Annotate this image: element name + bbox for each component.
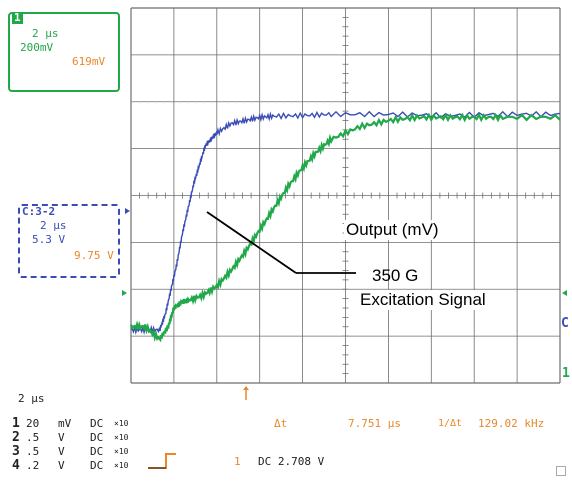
channel-1-value: 619mV bbox=[72, 55, 106, 68]
excitation-annotation-line1: 350 G bbox=[372, 266, 419, 285]
scope-grid bbox=[130, 7, 561, 384]
math-channel-timebase: 2 μs bbox=[40, 219, 67, 232]
trigger-channel: 1 bbox=[234, 455, 241, 468]
excitation-pointer-line bbox=[206, 211, 297, 274]
channel-scale: .5 bbox=[26, 445, 40, 458]
channel-coupling: DC bbox=[90, 431, 104, 444]
channel-1-number: 1 bbox=[12, 11, 23, 24]
excitation-trace bbox=[129, 112, 561, 343]
annotation-lines bbox=[122, 208, 567, 400]
channel-probe: ×10 bbox=[114, 433, 129, 442]
channel-probe: ×10 bbox=[114, 419, 129, 428]
frequency-label: 1/Δt bbox=[438, 418, 463, 429]
trigger-arrow-head bbox=[243, 386, 249, 390]
trigger-info: DC 2.708 V bbox=[258, 455, 325, 468]
channel-probe: ×10 bbox=[114, 447, 129, 456]
math-channel-readout[interactable]: C:3-2 2 μs 5.3 V 9.75 V bbox=[18, 204, 120, 278]
corner-square-icon bbox=[556, 466, 566, 476]
left-trace-marker bbox=[125, 208, 130, 214]
output-trace bbox=[130, 110, 561, 336]
channel-probe: ×10 bbox=[114, 461, 129, 470]
trigger-icon bbox=[148, 452, 178, 470]
math-channel-label: C:3-2 bbox=[22, 205, 56, 218]
right-marker-c: C bbox=[561, 316, 569, 331]
right-level-marker bbox=[562, 290, 567, 296]
channel-coupling: DC bbox=[90, 417, 104, 430]
status-timebase: 2 μs bbox=[18, 392, 45, 405]
channel-1-timebase: 2 μs bbox=[32, 27, 59, 40]
channel-coupling: DC bbox=[90, 459, 104, 472]
channel-unit: V bbox=[58, 459, 65, 472]
channel-coupling: DC bbox=[90, 445, 104, 458]
channel-unit: mV bbox=[58, 417, 72, 430]
channel-number: 2 bbox=[12, 430, 20, 445]
frequency-value: 129.02 kHz bbox=[478, 417, 545, 430]
channel-scale: 20 bbox=[26, 417, 40, 430]
channel-number: 4 bbox=[12, 458, 20, 473]
scope-traces bbox=[129, 110, 561, 343]
delta-t-value: 7.751 μs bbox=[348, 417, 401, 430]
excitation-annotation-line2: Excitation Signal bbox=[358, 290, 488, 310]
math-channel-scale: 5.3 V bbox=[32, 233, 66, 246]
right-marker-1: 1 bbox=[562, 366, 570, 381]
channel-scale: .5 bbox=[26, 431, 40, 444]
channel-number: 3 bbox=[12, 444, 20, 459]
left-level-marker bbox=[122, 290, 127, 296]
math-channel-value: 9.75 V bbox=[74, 249, 114, 262]
channel-unit: V bbox=[58, 445, 65, 458]
channel-1-scale: 200mV bbox=[20, 41, 54, 54]
delta-t-label: Δt bbox=[274, 417, 288, 430]
channel-1-readout[interactable]: 1 2 μs 200mV 619mV bbox=[8, 12, 120, 92]
channel-number: 1 bbox=[12, 416, 20, 431]
channel-scale: .2 bbox=[26, 459, 40, 472]
output-annotation: Output (mV) bbox=[344, 220, 441, 240]
channel-unit: V bbox=[58, 431, 65, 444]
